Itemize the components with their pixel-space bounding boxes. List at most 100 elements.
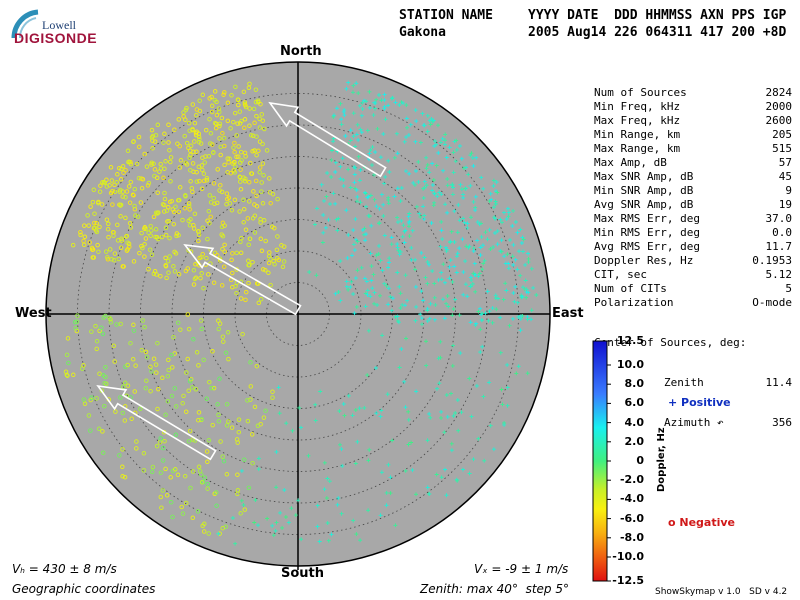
positive-source-point bbox=[436, 150, 441, 155]
negative-source-point bbox=[227, 156, 232, 162]
positive-source-point bbox=[521, 285, 525, 290]
negative-source-point bbox=[246, 485, 252, 491]
positive-source-point bbox=[422, 217, 427, 222]
negative-source-point bbox=[81, 242, 87, 248]
positive-source-point bbox=[495, 242, 500, 247]
positive-source-point bbox=[355, 199, 359, 204]
negative-source-point bbox=[186, 326, 192, 332]
negative-source-point bbox=[241, 206, 247, 212]
positive-source-point bbox=[374, 411, 379, 416]
negative-source-point bbox=[112, 359, 117, 364]
positive-source-point bbox=[402, 379, 407, 384]
negative-source-point bbox=[257, 139, 263, 144]
positive-source-point bbox=[363, 190, 367, 195]
negative-source-point bbox=[208, 131, 214, 136]
positive-source-point bbox=[356, 137, 361, 142]
positive-source-point bbox=[499, 387, 504, 392]
negative-source-point bbox=[238, 296, 244, 301]
positive-source-point bbox=[461, 216, 466, 221]
source-points bbox=[63, 80, 539, 546]
stat-value: 9 bbox=[785, 184, 792, 197]
negative-source-point bbox=[221, 458, 227, 464]
negative-source-point bbox=[245, 216, 251, 221]
positive-source-point bbox=[424, 183, 429, 188]
negative-source-point bbox=[173, 432, 179, 438]
negative-source-point bbox=[205, 459, 210, 465]
positive-source-point bbox=[455, 230, 460, 235]
positive-source-point bbox=[357, 103, 362, 108]
negative-source-point bbox=[205, 236, 210, 242]
negative-source-point bbox=[263, 238, 268, 244]
positive-source-point bbox=[368, 251, 373, 256]
positive-source-point bbox=[386, 286, 391, 291]
positive-source-point bbox=[464, 165, 468, 170]
negative-source-point bbox=[114, 180, 119, 185]
negative-source-point bbox=[149, 469, 155, 475]
negative-source-point bbox=[201, 285, 206, 291]
negative-source-point bbox=[235, 97, 241, 102]
stat-value: 5.12 bbox=[765, 268, 793, 281]
negative-source-point bbox=[187, 428, 193, 434]
positive-source-point bbox=[414, 389, 419, 394]
negative-source-point bbox=[224, 423, 230, 428]
negative-source-point bbox=[181, 114, 186, 119]
negative-source-point bbox=[196, 464, 202, 470]
negative-source-point bbox=[104, 184, 110, 189]
negative-source-point bbox=[106, 221, 111, 227]
positive-source-point bbox=[427, 262, 431, 267]
positive-source-point bbox=[216, 531, 221, 536]
negative-source-point bbox=[131, 193, 136, 198]
positive-source-point bbox=[368, 148, 373, 152]
negative-source-point bbox=[118, 203, 123, 208]
positive-source-point bbox=[306, 453, 311, 458]
positive-source-point bbox=[390, 438, 395, 443]
negative-source-point bbox=[114, 322, 119, 327]
positive-source-point bbox=[407, 171, 412, 176]
positive-source-point bbox=[362, 276, 367, 281]
negative-source-point bbox=[169, 352, 174, 358]
positive-source-point bbox=[369, 264, 374, 269]
positive-source-point bbox=[341, 109, 346, 114]
negative-source-point bbox=[146, 180, 152, 186]
negative-source-point bbox=[166, 140, 171, 145]
negative-source-point bbox=[275, 196, 280, 202]
positive-source-point bbox=[461, 467, 465, 472]
positive-source-point bbox=[397, 252, 402, 257]
positive-source-point bbox=[421, 186, 426, 191]
positive-source-point bbox=[330, 148, 334, 153]
positive-source-point bbox=[450, 313, 455, 318]
negative-source-point bbox=[158, 436, 163, 441]
negative-source-point bbox=[165, 219, 170, 224]
negative-source-point bbox=[229, 93, 234, 98]
negative-source-point bbox=[137, 250, 142, 256]
negative-source-point bbox=[132, 186, 138, 192]
negative-source-point bbox=[186, 120, 192, 126]
positive-source-point bbox=[461, 270, 466, 275]
positive-source-point bbox=[340, 156, 345, 161]
negative-source-point bbox=[220, 525, 225, 531]
positive-source-point bbox=[388, 491, 393, 496]
negative-source-point bbox=[209, 94, 214, 100]
negative-source-point bbox=[187, 155, 192, 160]
positive-source-point bbox=[378, 414, 383, 419]
positive-source-point bbox=[353, 144, 358, 149]
negative-source-point bbox=[246, 85, 252, 91]
negative-source-point bbox=[168, 475, 173, 480]
negative-source-point bbox=[236, 144, 241, 149]
negative-source-point bbox=[128, 225, 134, 230]
negative-source-point bbox=[155, 211, 160, 216]
negative-source-point bbox=[168, 159, 173, 165]
negative-source-point bbox=[131, 259, 137, 264]
positive-source-point bbox=[508, 237, 512, 242]
positive-source-point bbox=[277, 411, 282, 416]
negative-source-point bbox=[163, 232, 169, 238]
positive-source-point bbox=[354, 188, 359, 192]
positive-source-point bbox=[409, 245, 414, 250]
positive-source-point bbox=[333, 160, 338, 165]
negative-source-point bbox=[139, 347, 145, 353]
positive-source-point bbox=[326, 217, 331, 222]
positive-source-point bbox=[351, 242, 356, 247]
positive-source-point bbox=[431, 203, 436, 208]
positive-source-point bbox=[450, 182, 455, 187]
negative-source-point bbox=[181, 393, 186, 399]
